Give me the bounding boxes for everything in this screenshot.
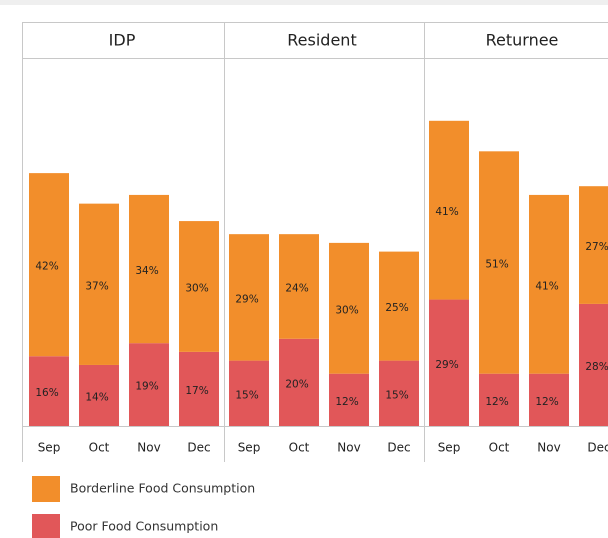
value-label: 28% (585, 361, 608, 373)
bar-segment (79, 364, 119, 426)
x-tick-label: Sep (38, 441, 61, 455)
bar-segment (379, 360, 419, 426)
bar-segment (229, 360, 269, 426)
value-label: 41% (535, 280, 558, 292)
value-label: 25% (385, 302, 408, 314)
bar-segment (79, 203, 119, 365)
value-label: 34% (135, 265, 158, 277)
bar-segment (29, 173, 69, 357)
x-tick-label: Oct (489, 441, 510, 455)
x-tick-label: Sep (238, 441, 261, 455)
facet-label: Resident (287, 31, 356, 50)
legend-label: Poor Food Consumption (70, 519, 218, 534)
bar-segment (379, 251, 419, 361)
bar-segment (479, 151, 519, 374)
bar-segment (129, 343, 169, 426)
bar-segment (479, 373, 519, 426)
value-label: 15% (235, 389, 258, 401)
bar-segment (279, 338, 319, 426)
value-label: 24% (285, 282, 308, 294)
value-label: 12% (485, 396, 508, 408)
x-tick-label: Nov (337, 441, 360, 455)
value-label: 27% (585, 241, 608, 253)
bar-segment (429, 299, 469, 426)
bar-segment (229, 234, 269, 361)
bar-segment (529, 194, 569, 374)
value-label: 29% (435, 359, 458, 371)
bar-segment (429, 120, 469, 300)
value-label: 41% (435, 206, 458, 218)
top-band (0, 0, 608, 5)
x-tick-label: Nov (537, 441, 560, 455)
bar-segment (129, 194, 169, 344)
x-tick-label: Dec (187, 441, 210, 455)
bar-segment (329, 373, 369, 426)
value-label: 15% (385, 389, 408, 401)
legend-swatch (32, 476, 60, 502)
bar-segment (579, 186, 608, 304)
value-label: 17% (185, 385, 208, 397)
x-tick-label: Oct (289, 441, 310, 455)
x-tick-label: Dec (587, 441, 608, 455)
bar-segment (179, 221, 219, 352)
bar-segment (29, 356, 69, 426)
value-label: 51% (485, 259, 508, 271)
value-label: 30% (185, 282, 208, 294)
bar-segment (529, 373, 569, 426)
value-label: 30% (335, 304, 358, 316)
bar-segment (329, 242, 369, 374)
facet-label: IDP (109, 31, 136, 50)
bar-segment (279, 234, 319, 339)
legend-label: Borderline Food Consumption (70, 481, 255, 496)
x-tick-label: Nov (137, 441, 160, 455)
value-label: 20% (285, 378, 308, 390)
legend-swatch (32, 514, 60, 538)
value-label: 29% (235, 293, 258, 305)
value-label: 12% (335, 396, 358, 408)
x-tick-label: Oct (89, 441, 110, 455)
value-label: 42% (35, 261, 58, 273)
bar-segment (579, 303, 608, 426)
x-tick-label: Dec (387, 441, 410, 455)
value-label: 19% (135, 381, 158, 393)
value-label: 14% (85, 391, 108, 403)
bar-segment (179, 351, 219, 426)
value-label: 12% (535, 396, 558, 408)
x-tick-label: Sep (438, 441, 461, 455)
value-label: 37% (85, 280, 108, 292)
value-label: 16% (35, 387, 58, 399)
facet-label: Returnee (486, 31, 559, 50)
